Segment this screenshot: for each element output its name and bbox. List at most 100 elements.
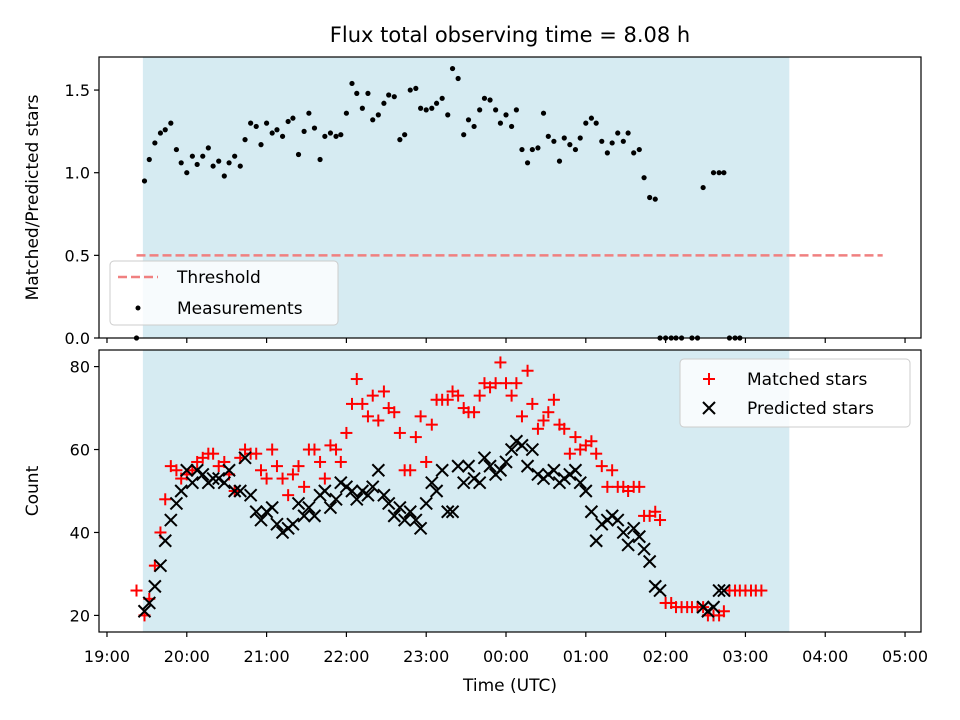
predicted-point	[642, 554, 657, 569]
predicted-point	[361, 488, 375, 502]
measurement-point	[561, 135, 567, 141]
matched-point	[521, 364, 534, 377]
count-legend-box	[679, 358, 911, 428]
measurement-point	[636, 146, 642, 153]
predicted-point	[142, 596, 156, 610]
predicted-point	[563, 467, 577, 482]
measurement-point	[237, 163, 243, 169]
predicted-point	[366, 480, 380, 494]
predicted-point	[425, 475, 439, 490]
matched-point	[654, 514, 667, 527]
predicted-point	[174, 484, 188, 498]
legend-measurements-swatch	[135, 305, 141, 311]
predicted-point	[611, 513, 625, 527]
measurement-point	[455, 75, 461, 82]
matched-point	[308, 443, 321, 456]
x-tick-label: 00:00	[483, 647, 529, 666]
x-tick-label: 20:00	[164, 647, 210, 666]
count-y-tick-label: 60	[70, 441, 90, 460]
measurement-point	[354, 90, 360, 96]
predicted-point	[148, 579, 162, 594]
ratio-axes-frame	[98, 56, 922, 339]
matched-point	[558, 422, 571, 435]
matched-point	[388, 406, 401, 419]
predicted-point	[541, 467, 556, 482]
matched-point	[330, 443, 343, 456]
predicted-point	[632, 529, 646, 544]
predicted-point	[153, 558, 168, 573]
matched-point	[585, 435, 598, 448]
predicted-point	[397, 513, 412, 527]
measurement-point	[481, 95, 488, 101]
predicted-point	[701, 604, 715, 618]
measurement-point	[168, 120, 174, 126]
matched-point	[260, 472, 273, 485]
matched-point	[441, 393, 454, 406]
x-tick-label: 01:00	[563, 647, 609, 666]
measurement-point	[535, 145, 541, 151]
matched-point	[372, 414, 385, 427]
predicted-point	[589, 534, 603, 548]
measurement-point	[141, 178, 148, 184]
ratio-y-tick-label: 1.5	[65, 81, 90, 100]
measurement-point	[716, 170, 722, 176]
measurement-point	[253, 123, 259, 130]
measurement-point	[477, 107, 483, 113]
predicted-point	[409, 513, 423, 527]
predicted-point	[196, 467, 210, 482]
measurement-point	[279, 133, 286, 139]
ratio-x-ticks	[106, 338, 906, 343]
matched-point	[340, 426, 353, 439]
predicted-point	[626, 521, 641, 536]
measurement-point	[263, 120, 270, 126]
x-tick-label: 22:00	[323, 647, 369, 666]
matched-point	[298, 480, 311, 493]
measurement-point	[588, 115, 595, 121]
matched-point	[393, 426, 406, 439]
measurement-point	[285, 118, 291, 125]
predicted-point	[259, 505, 274, 519]
predicted-point	[334, 475, 348, 490]
predicted-point	[339, 480, 354, 494]
measurement-point	[306, 110, 312, 116]
predicted-point	[371, 463, 386, 477]
predicted-point	[254, 513, 268, 527]
x-tick-label: 03:00	[722, 647, 768, 666]
measurement-point	[593, 120, 599, 126]
predicted-point	[307, 509, 322, 523]
predicted-point	[233, 484, 247, 498]
measurement-point	[599, 138, 605, 144]
measurement-point	[397, 137, 403, 143]
predicted-point	[243, 488, 258, 502]
predicted-point	[297, 509, 311, 523]
measurement-point	[365, 90, 371, 96]
predicted-point	[483, 459, 497, 473]
measurement-point	[173, 146, 180, 153]
predicted-point	[227, 484, 242, 498]
measurement-point	[439, 95, 445, 101]
measurement-point	[317, 156, 323, 163]
matched-point	[542, 406, 555, 419]
matched-point	[130, 584, 143, 597]
measurement-point	[429, 105, 435, 111]
measurement-point	[556, 158, 563, 164]
predicted-point	[605, 509, 619, 523]
matched-point	[270, 460, 283, 473]
predicted-point	[323, 500, 338, 515]
measurement-point	[513, 107, 519, 113]
matched-point	[282, 489, 295, 502]
predicted-point	[637, 542, 651, 556]
measurement-point	[445, 112, 451, 118]
matched-point	[473, 389, 486, 402]
measurement-point	[391, 94, 397, 100]
measurement-point	[615, 130, 621, 136]
measurement-point	[402, 132, 408, 138]
measurement-point	[577, 135, 583, 141]
matched-point	[755, 584, 768, 597]
predicted-point	[158, 534, 172, 548]
predicted-point	[457, 475, 471, 490]
measurement-point	[710, 170, 717, 176]
predicted-point	[355, 484, 370, 498]
measurement-point	[200, 153, 206, 159]
predicted-point	[573, 475, 587, 490]
